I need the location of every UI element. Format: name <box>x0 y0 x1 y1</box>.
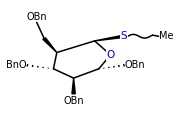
Text: OBn: OBn <box>26 12 47 22</box>
Text: OBn: OBn <box>125 60 145 70</box>
Text: OBn: OBn <box>63 96 84 106</box>
Polygon shape <box>72 78 75 94</box>
Polygon shape <box>43 38 57 52</box>
Text: Me: Me <box>159 31 174 41</box>
Text: S: S <box>121 31 127 41</box>
Text: O: O <box>106 50 115 60</box>
Text: BnO: BnO <box>6 60 26 70</box>
Polygon shape <box>95 35 124 41</box>
